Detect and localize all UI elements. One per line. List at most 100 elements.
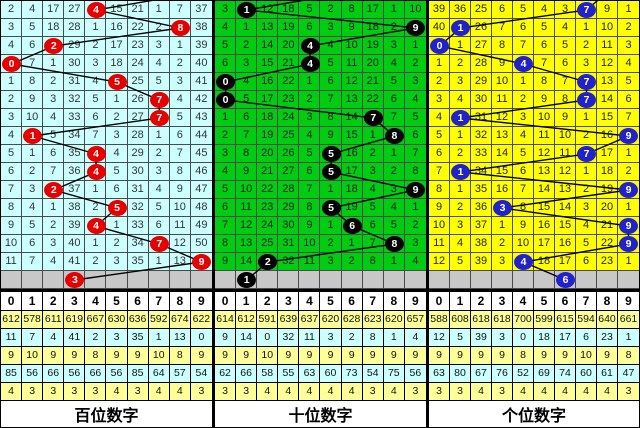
grid-cell: 10 xyxy=(22,109,44,127)
grid-cell: 29 xyxy=(64,37,86,55)
grid-cell: 1 xyxy=(22,145,44,163)
stat-cell: 700 xyxy=(513,311,534,329)
stat-cell: 3 xyxy=(320,329,342,347)
stat-cell: 9 xyxy=(450,347,471,365)
grid-cell: 30 xyxy=(471,91,492,109)
grid-cell: 7 xyxy=(513,181,534,199)
grid-cell: 32 xyxy=(278,253,300,271)
stat-cell: 58 xyxy=(257,365,279,383)
grid-cell: 4 xyxy=(383,55,405,73)
grid-cell: 1 xyxy=(618,145,639,163)
grid-cell: 10 xyxy=(169,199,191,217)
grid-cell xyxy=(404,271,426,289)
table-row: 31043362277543 xyxy=(1,109,212,127)
grid-cell: 4 xyxy=(22,1,44,19)
grid-cell: 4 xyxy=(320,37,342,55)
grid-cell: 18 xyxy=(597,163,618,181)
stat-cell: 8 xyxy=(362,329,384,347)
grid-cell: 1 xyxy=(576,163,597,181)
stat-cell: 9 xyxy=(471,347,492,365)
grid-cell: 20 xyxy=(597,199,618,217)
grid-cell: 1 xyxy=(383,253,405,271)
grid-cell: 5 xyxy=(362,199,384,217)
grid-cell: 7 xyxy=(404,145,426,163)
stat-cell: 4 xyxy=(1,383,23,401)
stat-cell: 56 xyxy=(404,365,426,383)
grid-cell: 6 xyxy=(148,217,170,235)
horizontal-divider xyxy=(1,289,212,292)
grid-cell: 14 xyxy=(597,91,618,109)
draw-ball: 7 xyxy=(149,92,169,108)
draw-ball: 5 xyxy=(107,200,127,216)
grid-cell: 17 xyxy=(257,91,279,109)
stat-cell: 3 xyxy=(64,383,86,401)
grid-cell: 18 xyxy=(341,181,363,199)
stat-cell: 4 xyxy=(148,383,170,401)
grid-cell: 26 xyxy=(278,145,300,163)
grid-cell: 26 xyxy=(471,19,492,37)
grid-cell: 10 xyxy=(492,73,513,91)
grid-cell: 32 xyxy=(64,91,86,109)
grid-cell: 42 xyxy=(190,91,212,109)
column-header: 3 xyxy=(278,292,300,311)
grid-cell: 8 xyxy=(320,109,342,127)
stat-cell: 4 xyxy=(597,383,618,401)
draw-ball: 4 xyxy=(86,218,106,234)
stat-cell: 47 xyxy=(618,365,639,383)
grid-cell: 1 xyxy=(492,217,513,235)
grid-cell: 8 xyxy=(236,145,258,163)
grid-cell: 4 xyxy=(236,73,258,91)
stat-cell: 3 xyxy=(215,383,237,401)
stat-cell: 12 xyxy=(429,329,450,347)
stat-cell: 9 xyxy=(429,347,450,365)
grid-cell: 40 xyxy=(429,19,450,37)
stat-cell: 3 xyxy=(106,329,128,347)
grid-cell xyxy=(215,271,237,289)
stat-cell: 4 xyxy=(278,383,300,401)
stat-cell: 1 xyxy=(618,329,639,347)
grid-cell: 15 xyxy=(555,217,576,235)
grid-cell: 18 xyxy=(362,19,384,37)
grid-cell: 11 xyxy=(341,55,363,73)
stat-cell: 56 xyxy=(64,365,86,383)
grid-cell: 4 xyxy=(148,55,170,73)
stat-cell: 588 xyxy=(429,311,450,329)
stat-cell: 54 xyxy=(190,365,212,383)
grid-cell: 9 xyxy=(299,217,321,235)
grid-cell: 3 xyxy=(404,73,426,91)
grid-cell: 1 xyxy=(85,19,107,37)
grid-cell: 4 xyxy=(169,91,191,109)
grid-cell: 5 xyxy=(450,253,471,271)
grid-cell: 3 xyxy=(320,253,342,271)
grid-cell: 6 xyxy=(1,163,23,181)
grid-cell: 14 xyxy=(341,109,363,127)
grid-cell: 3 xyxy=(22,181,44,199)
grid-cell: 7 xyxy=(492,19,513,37)
table-row: 3936256543791 xyxy=(429,1,639,19)
grid-cell: 10 xyxy=(341,37,363,55)
grid-cell: 27 xyxy=(471,37,492,55)
grid-cell: 2 xyxy=(362,145,384,163)
table-row: 623314512117171 xyxy=(429,145,639,163)
grid-cell: 9 xyxy=(341,19,363,37)
grid-cell: 9 xyxy=(555,109,576,127)
draw-ball: 5 xyxy=(107,74,127,90)
grid-cell: 15 xyxy=(534,199,555,217)
grid-cell: 1 xyxy=(148,253,170,271)
grid-cell: 1 xyxy=(450,181,471,199)
stat-cell: 85 xyxy=(127,365,149,383)
stat-cell: 0 xyxy=(190,329,212,347)
draw-ball: 8 xyxy=(384,236,404,252)
stat-cell: 4 xyxy=(106,383,128,401)
grid-cell: 6 xyxy=(299,19,321,37)
grid-cell: 20 xyxy=(362,55,384,73)
grid-cell: 7 xyxy=(169,1,191,19)
stat-cell: 4 xyxy=(576,383,597,401)
column-header: 2 xyxy=(43,292,65,311)
grid-cell: 14 xyxy=(257,37,279,55)
stat-cell: 3 xyxy=(85,383,107,401)
grid-cell: 2 xyxy=(404,217,426,235)
grid-cell: 31 xyxy=(64,73,86,91)
stat-cell: 39 xyxy=(471,329,492,347)
